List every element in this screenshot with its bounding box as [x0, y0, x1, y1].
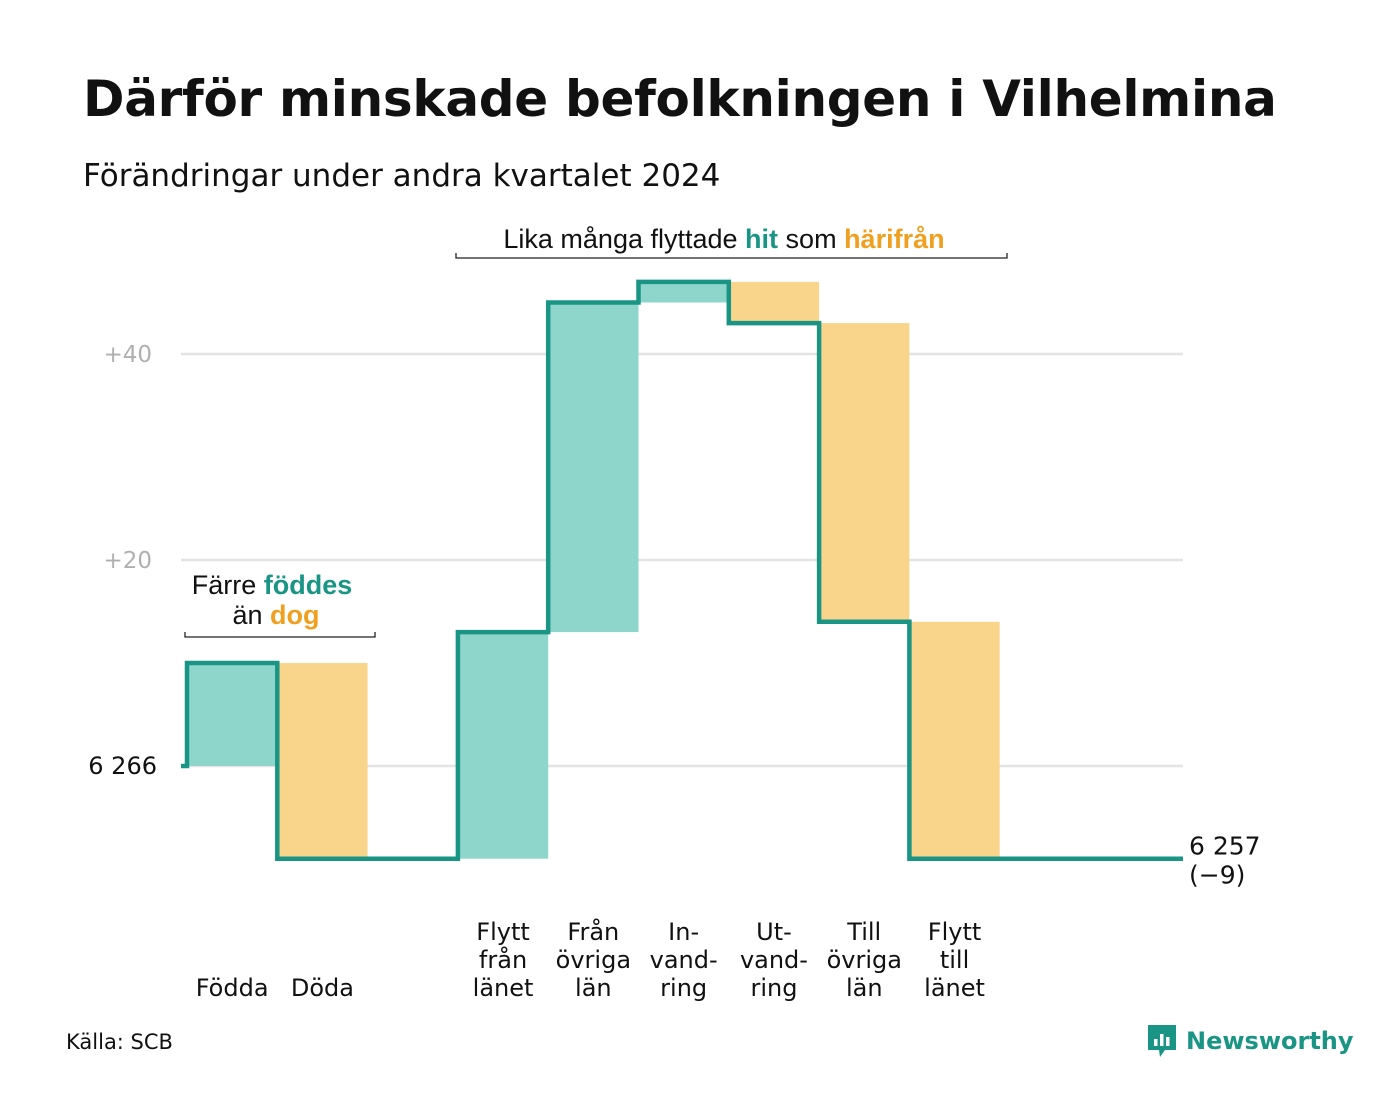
brand-logo: Newsworthy: [1147, 1024, 1354, 1058]
category-label: Flytt: [476, 918, 530, 946]
waterfall-step-line: [181, 279, 1183, 861]
category-label: län: [846, 974, 883, 1002]
annotation-line-1: Färre föddes: [192, 570, 353, 600]
category-label: Från: [567, 917, 619, 946]
category-label: Flytt: [928, 918, 982, 946]
y-tick-label: +20: [103, 548, 152, 574]
category-label: In-: [668, 918, 699, 946]
inflow-bar: [548, 302, 639, 633]
category-label: ring: [750, 974, 797, 1002]
end-change-label: (−9): [1189, 861, 1245, 890]
category-label: län: [575, 974, 612, 1002]
category-label: Till: [846, 918, 881, 946]
annotation-bracket: [455, 253, 1008, 259]
category-label: Döda: [291, 974, 354, 1002]
category-label: Ut-: [756, 918, 792, 946]
bars: [187, 281, 1000, 859]
y-tick-label: +40: [103, 342, 152, 368]
inflow-bar: [457, 632, 549, 859]
outflow-bar: [277, 663, 368, 859]
births-deaths-annotation: Färre föddes än dog: [184, 570, 376, 638]
category-label: övriga: [827, 946, 902, 974]
inflow-bar: [638, 281, 729, 303]
inflow-bar: [187, 663, 278, 766]
category-label: till: [940, 946, 969, 974]
category-label: ring: [660, 974, 707, 1002]
category-label: länet: [473, 974, 534, 1002]
annotation-bracket: [184, 632, 376, 638]
outflow-bar: [909, 621, 1000, 859]
start-value-label: 6 266: [88, 752, 157, 780]
category-label: vand-: [740, 946, 808, 974]
chart-title: Därför minskade befolkningen i Vilhelmin…: [83, 70, 1277, 128]
category-label: Födda: [196, 974, 269, 1002]
annotation-migration-text: Lika många flyttade hit som härifrån: [503, 224, 944, 254]
end-value-label: 6 257: [1189, 832, 1261, 861]
category-label: från: [479, 945, 527, 974]
newsworthy-icon: [1148, 1025, 1176, 1057]
outflow-bar: [819, 323, 910, 622]
outflow-bar: [728, 281, 820, 324]
category-label: länet: [924, 974, 985, 1002]
step-line: [181, 279, 1183, 861]
migration-annotation: Lika många flyttade hit som härifrån: [455, 224, 1008, 259]
category-label: vand-: [650, 946, 718, 974]
chart-subtitle: Förändringar under andra kvartalet 2024: [83, 158, 721, 194]
annotation-line-2: än dog: [232, 600, 319, 630]
source-note: Källa: SCB: [66, 1030, 173, 1054]
brand-name: Newsworthy: [1186, 1027, 1354, 1055]
category-label: övriga: [556, 946, 631, 974]
